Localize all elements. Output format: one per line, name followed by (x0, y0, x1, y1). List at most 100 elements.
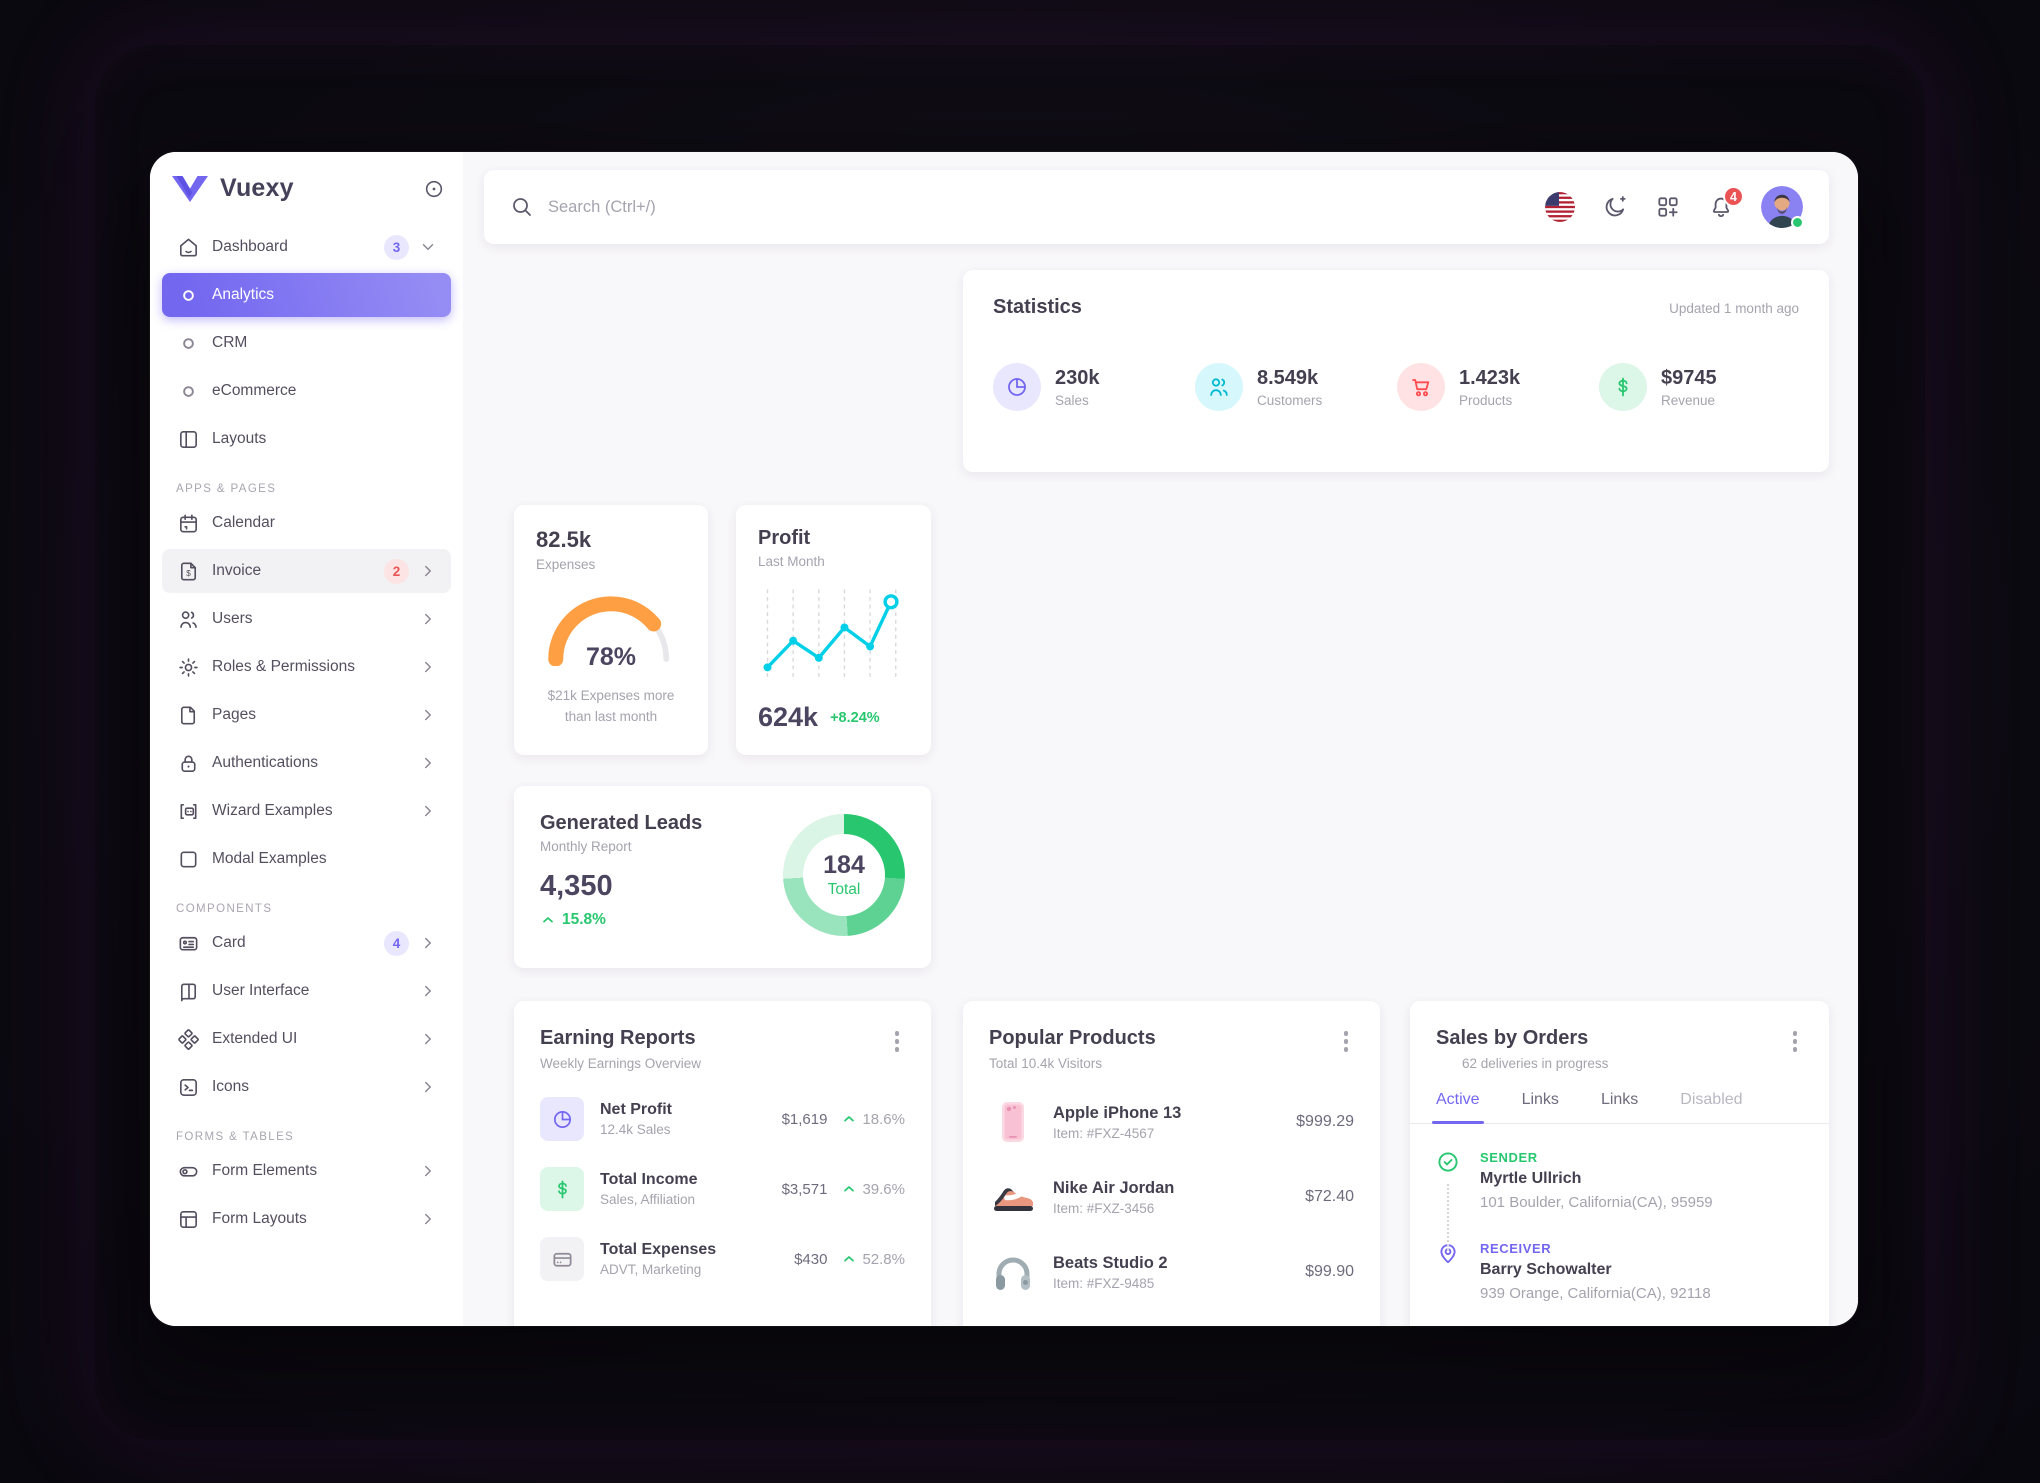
sidebar-item-users[interactable]: Users (162, 597, 451, 641)
invoice-icon: $ (176, 559, 200, 583)
circle-icon (176, 331, 200, 355)
circle-icon (176, 379, 200, 403)
sidebar-item-label: Modal Examples (212, 850, 327, 867)
terminal-icon (176, 1075, 200, 1099)
toggle-icon (176, 1159, 200, 1183)
sidebar-item-dashboard[interactable]: Dashboard 3 (162, 225, 451, 269)
shortcuts-menu[interactable] (1655, 194, 1681, 220)
timeline-entry-sender: SENDER Myrtle Ullrich 101 Boulder, Calif… (1436, 1150, 1803, 1211)
sidebar-item-wizard-examples[interactable]: Wizard Examples (162, 789, 451, 833)
id-card-icon (176, 931, 200, 955)
product-row-nike[interactable]: Nike Air Jordan Item: #FXZ-3456 $72.40 (989, 1173, 1354, 1221)
sidebar-collapse-toggle[interactable] (423, 178, 445, 200)
nav-section-apps-pages: APPS & PAGES (176, 483, 277, 495)
er-title: Total Income (600, 1171, 698, 1188)
diamonds-icon (176, 1027, 200, 1051)
sidebar-item-label: Authentications (212, 754, 318, 771)
sidebar-item-label: Analytics (212, 286, 275, 303)
products-subtitle: Total 10.4k Visitors (989, 1056, 1103, 1071)
product-name: Nike Air Jordan (1053, 1178, 1175, 1197)
sidebar-item-extended-ui[interactable]: Extended UI (162, 1017, 451, 1061)
sidebar-item-roles-permissions[interactable]: Roles & Permissions (162, 645, 451, 689)
tab-links-1[interactable]: Links (1521, 1091, 1559, 1108)
user-avatar[interactable] (1761, 186, 1804, 229)
moon-icon (1605, 196, 1626, 217)
product-name: Apple iPhone 13 (1053, 1103, 1182, 1122)
leads-donut-chart: 184 Total (783, 814, 905, 936)
square-icon (176, 847, 200, 871)
statistics-title: Statistics (993, 296, 1082, 318)
sidebar-item-crm[interactable]: CRM (162, 321, 451, 365)
sidebar-item-modal-examples[interactable]: Modal Examples (162, 837, 451, 881)
sidebar-item-user-interface[interactable]: User Interface (162, 969, 451, 1013)
donut-total-value: 184 (823, 851, 865, 879)
product-price: $72.40 (1305, 1188, 1354, 1205)
profit-subtitle: Last Month (758, 554, 825, 569)
product-item-code: Item: #FXZ-9485 (1053, 1275, 1155, 1291)
timeline-entry-receiver: RECEIVER Barry Schowalter 939 Orange, Ca… (1436, 1241, 1803, 1302)
sidebar-item-authentications[interactable]: Authentications (162, 741, 451, 785)
er-subtitle: Sales, Affiliation (600, 1192, 696, 1207)
sidebar-item-form-elements[interactable]: Form Elements (162, 1149, 451, 1193)
svg-text:$: $ (186, 568, 191, 577)
sidebar-item-label: Dashboard (212, 238, 288, 255)
sidebar-item-analytics[interactable]: Analytics (162, 273, 451, 317)
sidebar-item-ecommerce[interactable]: eCommerce (162, 369, 451, 413)
sidebar-nav: Dashboard 3 Analytics CRM eCommerce (150, 213, 463, 1241)
sidebar-item-label: Form Layouts (212, 1210, 307, 1227)
users-icon (1195, 363, 1243, 411)
chevron-right-icon (419, 1210, 437, 1228)
language-flag-us[interactable] (1545, 192, 1575, 222)
chevron-right-icon (419, 982, 437, 1000)
book-icon (176, 979, 200, 1003)
form-layout-icon (176, 1207, 200, 1231)
sidebar-item-label: Extended UI (212, 1030, 298, 1047)
tab-active[interactable]: Active (1432, 1091, 1484, 1124)
profit-card: Profit Last Month 624k +8.24% (736, 505, 931, 755)
sidebar-item-icons[interactable]: Icons (162, 1065, 451, 1109)
earning-row-total-income: Total Income Sales, Affiliation $3,571 3… (540, 1167, 905, 1211)
calendar-icon (176, 511, 200, 535)
sidebar-header: Vuexy (150, 152, 463, 213)
sidebar-item-pages[interactable]: Pages (162, 693, 451, 737)
stat-label: Sales (1055, 392, 1089, 408)
stat-value: $9745 (1661, 366, 1717, 389)
card-badge: 4 (384, 930, 409, 956)
kebab-menu[interactable] (1338, 1027, 1355, 1056)
chevron-right-icon (419, 754, 437, 772)
sidebar-item-calendar[interactable]: Calendar (162, 501, 451, 545)
notification-count-badge: 4 (1723, 186, 1744, 207)
tab-disabled[interactable]: Disabled (1680, 1091, 1743, 1108)
sidebar-item-label: Invoice (212, 562, 262, 579)
product-row-iphone[interactable]: Apple iPhone 13 Item: #FXZ-4567 $999.29 (989, 1098, 1354, 1146)
sidebar-item-label: Icons (212, 1078, 250, 1095)
orders-title: Sales by Orders (1436, 1027, 1589, 1049)
expenses-card: 82.5k Expenses 78% $21k Expenses more th… (514, 505, 708, 755)
chevron-right-icon (419, 1162, 437, 1180)
sidebar-item-layouts[interactable]: Layouts (162, 417, 451, 461)
sender-address: 101 Boulder, California(CA), 95959 (1480, 1194, 1713, 1211)
sidebar-item-card[interactable]: Card 4 (162, 921, 451, 965)
dark-mode-toggle[interactable] (1602, 194, 1628, 220)
kebab-menu[interactable] (889, 1027, 906, 1056)
notifications-button[interactable]: 4 (1708, 186, 1744, 220)
users-icon (176, 607, 200, 631)
stat-products: 1.423k Products (1397, 363, 1567, 411)
tab-links-2[interactable]: Links (1600, 1091, 1639, 1108)
generated-leads-card: Generated Leads Monthly Report 4,350 15.… (514, 786, 931, 968)
search-input[interactable] (548, 197, 1545, 217)
sidebar-item-invoice[interactable]: $ Invoice 2 (162, 549, 451, 593)
statistics-row: 230k Sales 8.549k Customers (993, 363, 1799, 411)
product-row-beats[interactable]: Beats Studio 2 Item: #FXZ-9485 $99.90 (989, 1248, 1354, 1296)
sidebar-item-form-layouts[interactable]: Form Layouts (162, 1197, 451, 1241)
caret-up-icon (844, 1116, 855, 1122)
stat-label: Products (1459, 392, 1513, 408)
sidebar-item-label: CRM (212, 334, 248, 351)
product-name: Beats Studio 2 (1053, 1253, 1168, 1272)
stat-value: 230k (1055, 366, 1100, 389)
chevron-right-icon (419, 706, 437, 724)
dollar-icon (1599, 363, 1647, 411)
kebab-menu[interactable] (1787, 1027, 1804, 1056)
wizard-icon (176, 799, 200, 823)
home-icon (176, 235, 200, 259)
